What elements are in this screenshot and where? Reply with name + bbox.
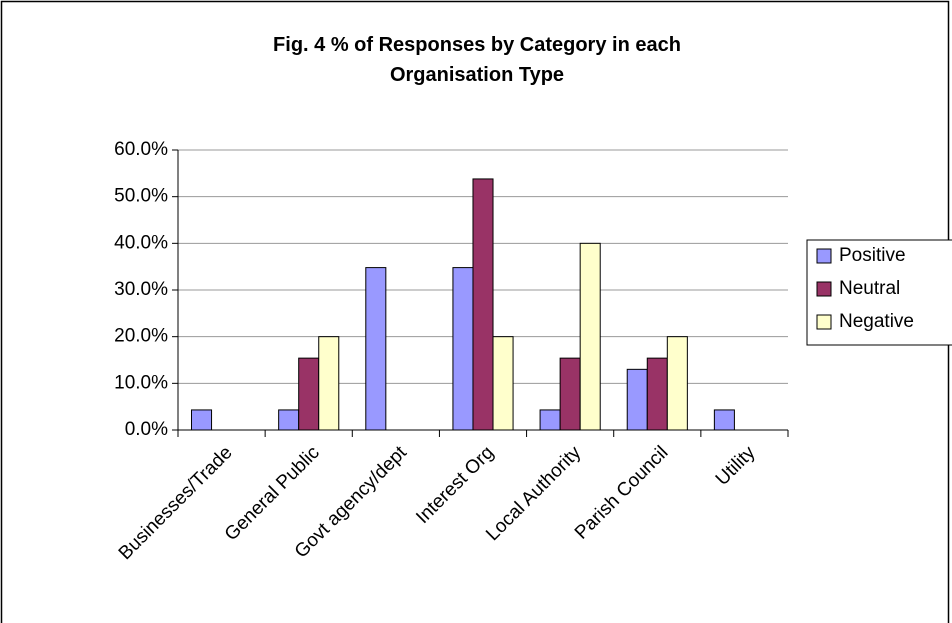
bar xyxy=(365,267,387,431)
bar xyxy=(278,409,300,431)
bar xyxy=(646,357,668,431)
x-tick-label: Interest Org xyxy=(412,442,498,528)
bar xyxy=(492,336,514,431)
bar xyxy=(626,368,648,431)
bar xyxy=(472,178,494,431)
bar xyxy=(452,267,474,431)
bar xyxy=(318,336,340,431)
legend-label: Negative xyxy=(839,311,914,332)
x-tick-label: Utility xyxy=(712,442,760,490)
x-tick-label: Businesses/Trade xyxy=(115,442,237,564)
y-tick-label: 50.0% xyxy=(114,186,168,207)
y-tick-label: 10.0% xyxy=(114,372,168,393)
legend-swatch xyxy=(816,281,832,297)
bar xyxy=(713,409,735,431)
bar xyxy=(191,409,213,431)
y-tick-label: 60.0% xyxy=(114,139,168,160)
bar xyxy=(298,357,320,431)
bar xyxy=(666,336,688,431)
y-tick-label: 40.0% xyxy=(114,232,168,253)
legend-swatch xyxy=(816,248,832,264)
y-tick-label: 30.0% xyxy=(114,279,168,300)
legend-swatch xyxy=(816,314,832,330)
y-tick-label: 20.0% xyxy=(114,326,168,347)
y-tick-label: 0.0% xyxy=(125,419,168,440)
bar xyxy=(539,409,561,431)
legend-label: Positive xyxy=(839,245,906,266)
x-tick-label: Parish Council xyxy=(571,442,672,543)
chart-title: Fig. 4 % of Responses by Category in eac… xyxy=(273,34,681,86)
bar xyxy=(579,242,601,431)
legend-label: Neutral xyxy=(839,278,900,299)
bar xyxy=(559,357,581,431)
